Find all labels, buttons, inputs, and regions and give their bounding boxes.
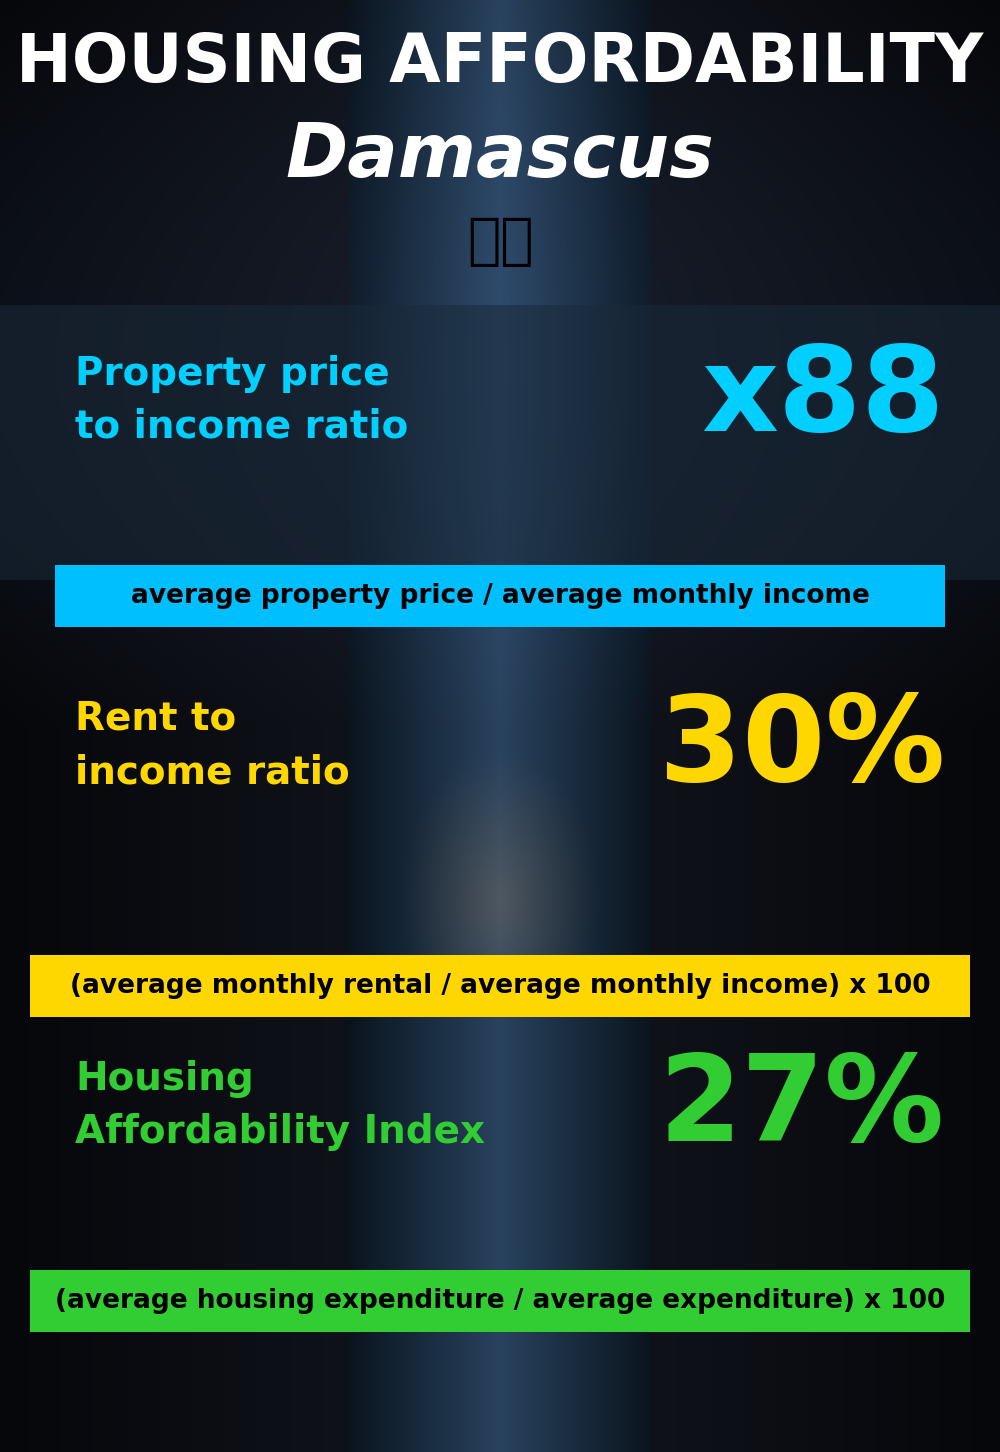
- Text: 27%: 27%: [659, 1050, 945, 1166]
- Text: 🇸🇾: 🇸🇾: [467, 215, 533, 269]
- Text: Damascus: Damascus: [286, 121, 714, 193]
- Bar: [55, 565, 945, 627]
- Text: x88: x88: [702, 340, 945, 456]
- Bar: [30, 1270, 970, 1331]
- Text: 30%: 30%: [659, 690, 945, 806]
- Text: Property price
to income ratio: Property price to income ratio: [75, 354, 408, 446]
- Bar: [30, 955, 970, 1016]
- Bar: [0, 305, 1000, 579]
- Text: (average monthly rental / average monthly income) x 100: (average monthly rental / average monthl…: [70, 973, 930, 999]
- Text: (average housing expenditure / average expenditure) x 100: (average housing expenditure / average e…: [55, 1288, 945, 1314]
- Text: average property price / average monthly income: average property price / average monthly…: [131, 584, 869, 608]
- Text: HOUSING AFFORDABILITY: HOUSING AFFORDABILITY: [16, 30, 984, 96]
- Text: Rent to
income ratio: Rent to income ratio: [75, 700, 350, 791]
- Text: Housing
Affordability Index: Housing Affordability Index: [75, 1060, 485, 1151]
